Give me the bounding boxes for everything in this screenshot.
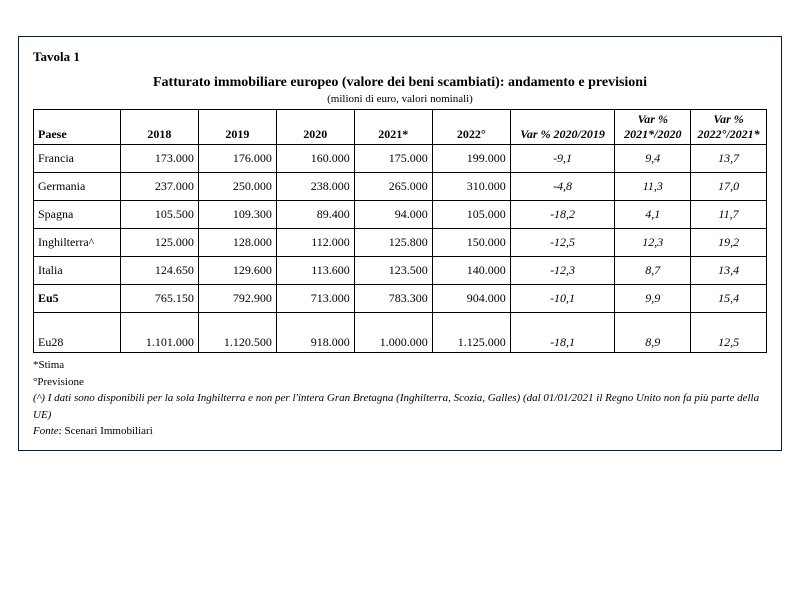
cell-2019: 250.000 (198, 173, 276, 201)
table-row: Spagna105.500109.30089.40094.000105.000-… (34, 201, 767, 229)
note-fonte: Fonte: Scenari Immobiliari (33, 423, 767, 440)
note-inghilterra: (^) I dati sono disponibili per la sola … (33, 390, 767, 423)
cell-2019: 792.900 (198, 285, 276, 313)
cell-var2: 11,3 (615, 173, 691, 201)
cell-var3: 17,0 (691, 173, 767, 201)
fonte-label: Fonte (33, 425, 59, 437)
cell-var1: -18,2 (510, 201, 615, 229)
cell-paese: Eu5 (34, 285, 121, 313)
cell-var2: 4,1 (615, 201, 691, 229)
cell-var3: 13,4 (691, 257, 767, 285)
cell-var1: -18,1 (510, 313, 615, 353)
table-row: Germania237.000250.000238.000265.000310.… (34, 173, 767, 201)
table-row: Italia124.650129.600113.600123.500140.00… (34, 257, 767, 285)
cell-2022: 1.125.000 (432, 313, 510, 353)
cell-2018: 237.000 (120, 173, 198, 201)
cell-2020: 113.600 (276, 257, 354, 285)
cell-paese: Eu28 (34, 313, 121, 353)
cell-paese: Germania (34, 173, 121, 201)
col-2021: 2021* (354, 110, 432, 145)
cell-2020: 713.000 (276, 285, 354, 313)
cell-2020: 89.400 (276, 201, 354, 229)
cell-2022: 140.000 (432, 257, 510, 285)
cell-var1: -9,1 (510, 145, 615, 173)
note-previsione: °Previsione (33, 374, 767, 391)
table-row: Inghilterra^125.000128.000112.000125.800… (34, 229, 767, 257)
cell-2020: 112.000 (276, 229, 354, 257)
col-paese: Paese (34, 110, 121, 145)
cell-2018: 765.150 (120, 285, 198, 313)
cell-2021: 94.000 (354, 201, 432, 229)
cell-var3: 11,7 (691, 201, 767, 229)
cell-2022: 199.000 (432, 145, 510, 173)
cell-2019: 1.120.500 (198, 313, 276, 353)
col-var3: Var % 2022°/2021* (691, 110, 767, 145)
cell-paese: Spagna (34, 201, 121, 229)
table-header-row: Paese 2018 2019 2020 2021* 2022° Var % 2… (34, 110, 767, 145)
cell-2022: 310.000 (432, 173, 510, 201)
cell-2021: 175.000 (354, 145, 432, 173)
cell-2020: 238.000 (276, 173, 354, 201)
cell-2020: 918.000 (276, 313, 354, 353)
col-2020: 2020 (276, 110, 354, 145)
cell-2018: 125.000 (120, 229, 198, 257)
table-label: Tavola 1 (33, 49, 767, 65)
cell-2018: 105.500 (120, 201, 198, 229)
table-panel: Tavola 1 Fatturato immobiliare europeo (… (18, 36, 782, 451)
table-title: Fatturato immobiliare europeo (valore de… (33, 75, 767, 91)
table-row: Eu281.101.0001.120.500918.0001.000.0001.… (34, 313, 767, 353)
cell-2018: 173.000 (120, 145, 198, 173)
cell-var1: -12,5 (510, 229, 615, 257)
cell-2022: 105.000 (432, 201, 510, 229)
cell-var2: 12,3 (615, 229, 691, 257)
cell-var1: -12,3 (510, 257, 615, 285)
col-2018: 2018 (120, 110, 198, 145)
note-stima: *Stima (33, 357, 767, 374)
footnotes: *Stima °Previsione (^) I dati sono dispo… (33, 357, 767, 440)
cell-var3: 15,4 (691, 285, 767, 313)
cell-2021: 783.300 (354, 285, 432, 313)
cell-2020: 160.000 (276, 145, 354, 173)
cell-2018: 1.101.000 (120, 313, 198, 353)
table-row: Eu5765.150792.900713.000783.300904.000-1… (34, 285, 767, 313)
cell-paese: Francia (34, 145, 121, 173)
cell-2021: 1.000.000 (354, 313, 432, 353)
fonte-value: : Scenari Immobiliari (59, 425, 153, 437)
cell-2019: 129.600 (198, 257, 276, 285)
col-2019: 2019 (198, 110, 276, 145)
table-subtitle: (milioni di euro, valori nominali) (33, 93, 767, 105)
col-2022: 2022° (432, 110, 510, 145)
cell-2019: 109.300 (198, 201, 276, 229)
col-var2: Var % 2021*/2020 (615, 110, 691, 145)
cell-var3: 19,2 (691, 229, 767, 257)
col-var1: Var % 2020/2019 (510, 110, 615, 145)
cell-var1: -4,8 (510, 173, 615, 201)
cell-2022: 904.000 (432, 285, 510, 313)
cell-paese: Inghilterra^ (34, 229, 121, 257)
cell-var3: 13,7 (691, 145, 767, 173)
cell-var3: 12,5 (691, 313, 767, 353)
cell-var1: -10,1 (510, 285, 615, 313)
cell-var2: 9,9 (615, 285, 691, 313)
cell-2018: 124.650 (120, 257, 198, 285)
cell-2021: 125.800 (354, 229, 432, 257)
cell-paese: Italia (34, 257, 121, 285)
cell-2021: 265.000 (354, 173, 432, 201)
data-table: Paese 2018 2019 2020 2021* 2022° Var % 2… (33, 109, 767, 353)
cell-var2: 9,4 (615, 145, 691, 173)
cell-2019: 128.000 (198, 229, 276, 257)
table-row: Francia173.000176.000160.000175.000199.0… (34, 145, 767, 173)
cell-var2: 8,7 (615, 257, 691, 285)
cell-2022: 150.000 (432, 229, 510, 257)
cell-var2: 8,9 (615, 313, 691, 353)
cell-2021: 123.500 (354, 257, 432, 285)
cell-2019: 176.000 (198, 145, 276, 173)
